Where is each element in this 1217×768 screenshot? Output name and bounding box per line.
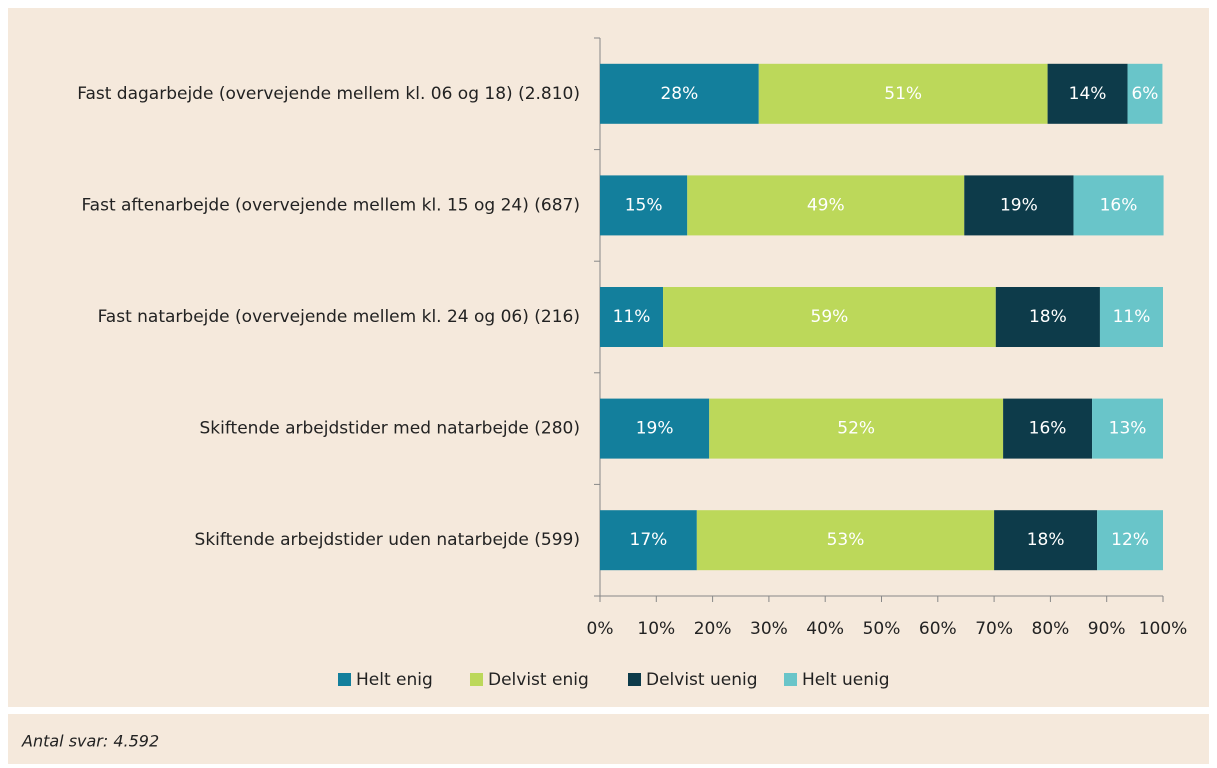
data-label: 18% — [1027, 530, 1065, 550]
data-label: 19% — [636, 419, 674, 439]
legend-swatch — [628, 673, 641, 686]
data-label: 12% — [1111, 530, 1149, 550]
bar-segment — [600, 287, 664, 347]
y-tick-label: Skiftende arbejdstider uden natarbejde (… — [195, 530, 580, 550]
bar-segment — [1003, 398, 1093, 459]
x-tick-label: 0% — [587, 619, 614, 639]
bar-segment — [687, 175, 965, 236]
x-tick-label: 100% — [1139, 619, 1188, 639]
bar-segment — [1099, 287, 1163, 347]
bar-segment — [758, 63, 1048, 124]
x-tick-label: 60% — [919, 619, 957, 639]
x-tick-label: 10% — [637, 619, 675, 639]
bar-segment — [1047, 63, 1128, 124]
bar-segment — [995, 287, 1100, 347]
bar-segment — [994, 510, 1098, 571]
legend-label: Helt uenig — [802, 670, 890, 690]
y-tick-label: Skiftende arbejdstider med natarbejde (2… — [200, 419, 580, 439]
data-label: 51% — [884, 84, 922, 104]
data-label: 18% — [1029, 307, 1067, 327]
x-tick-label: 20% — [694, 619, 732, 639]
bar-segment — [1097, 510, 1163, 571]
bar-segment — [696, 510, 995, 571]
y-tick-label: Fast aftenarbejde (overvejende mellem kl… — [81, 195, 580, 215]
x-tick-label: 70% — [975, 619, 1013, 639]
data-label: 15% — [625, 195, 663, 215]
x-tick-label: 90% — [1088, 619, 1126, 639]
y-tick-label: Fast natarbejde (overvejende mellem kl. … — [98, 307, 580, 327]
data-label: 49% — [807, 195, 845, 215]
bar-segment — [964, 175, 1074, 236]
legend-swatch — [784, 673, 797, 686]
legend-label: Helt enig — [356, 670, 433, 690]
bar-segment — [1127, 63, 1163, 124]
note-panel — [8, 714, 1209, 764]
data-label: 53% — [827, 530, 865, 550]
chart-panel — [8, 8, 1209, 707]
data-label: 52% — [837, 419, 875, 439]
data-label: 14% — [1069, 84, 1107, 104]
x-tick-label: 80% — [1032, 619, 1070, 639]
bar-segment — [600, 63, 759, 124]
legend-swatch — [338, 673, 351, 686]
bar-segment — [600, 398, 710, 459]
legend-swatch — [470, 673, 483, 686]
bar-segment — [600, 510, 697, 571]
data-label: 6% — [1131, 84, 1158, 104]
data-label: 17% — [630, 530, 668, 550]
data-label: 11% — [613, 307, 651, 327]
data-label: 16% — [1100, 195, 1138, 215]
data-label: 28% — [660, 84, 698, 104]
x-tick-label: 40% — [806, 619, 844, 639]
bar-segment — [663, 287, 996, 347]
bar-segment — [600, 175, 688, 236]
x-tick-label: 30% — [750, 619, 788, 639]
data-label: 13% — [1109, 419, 1147, 439]
bar-segment — [1092, 398, 1163, 459]
legend-label: Delvist enig — [488, 670, 589, 690]
note: Antal svar: 4.592 — [21, 732, 159, 751]
legend-label: Delvist uenig — [646, 670, 758, 690]
y-tick-label: Fast dagarbejde (overvejende mellem kl. … — [77, 84, 580, 104]
data-label: 11% — [1113, 307, 1151, 327]
bar-segment — [1073, 175, 1164, 236]
bar-segment — [709, 398, 1004, 459]
data-label: 59% — [811, 307, 849, 327]
data-label: 16% — [1029, 419, 1067, 439]
data-label: 19% — [1000, 195, 1038, 215]
x-tick-label: 50% — [863, 619, 901, 639]
